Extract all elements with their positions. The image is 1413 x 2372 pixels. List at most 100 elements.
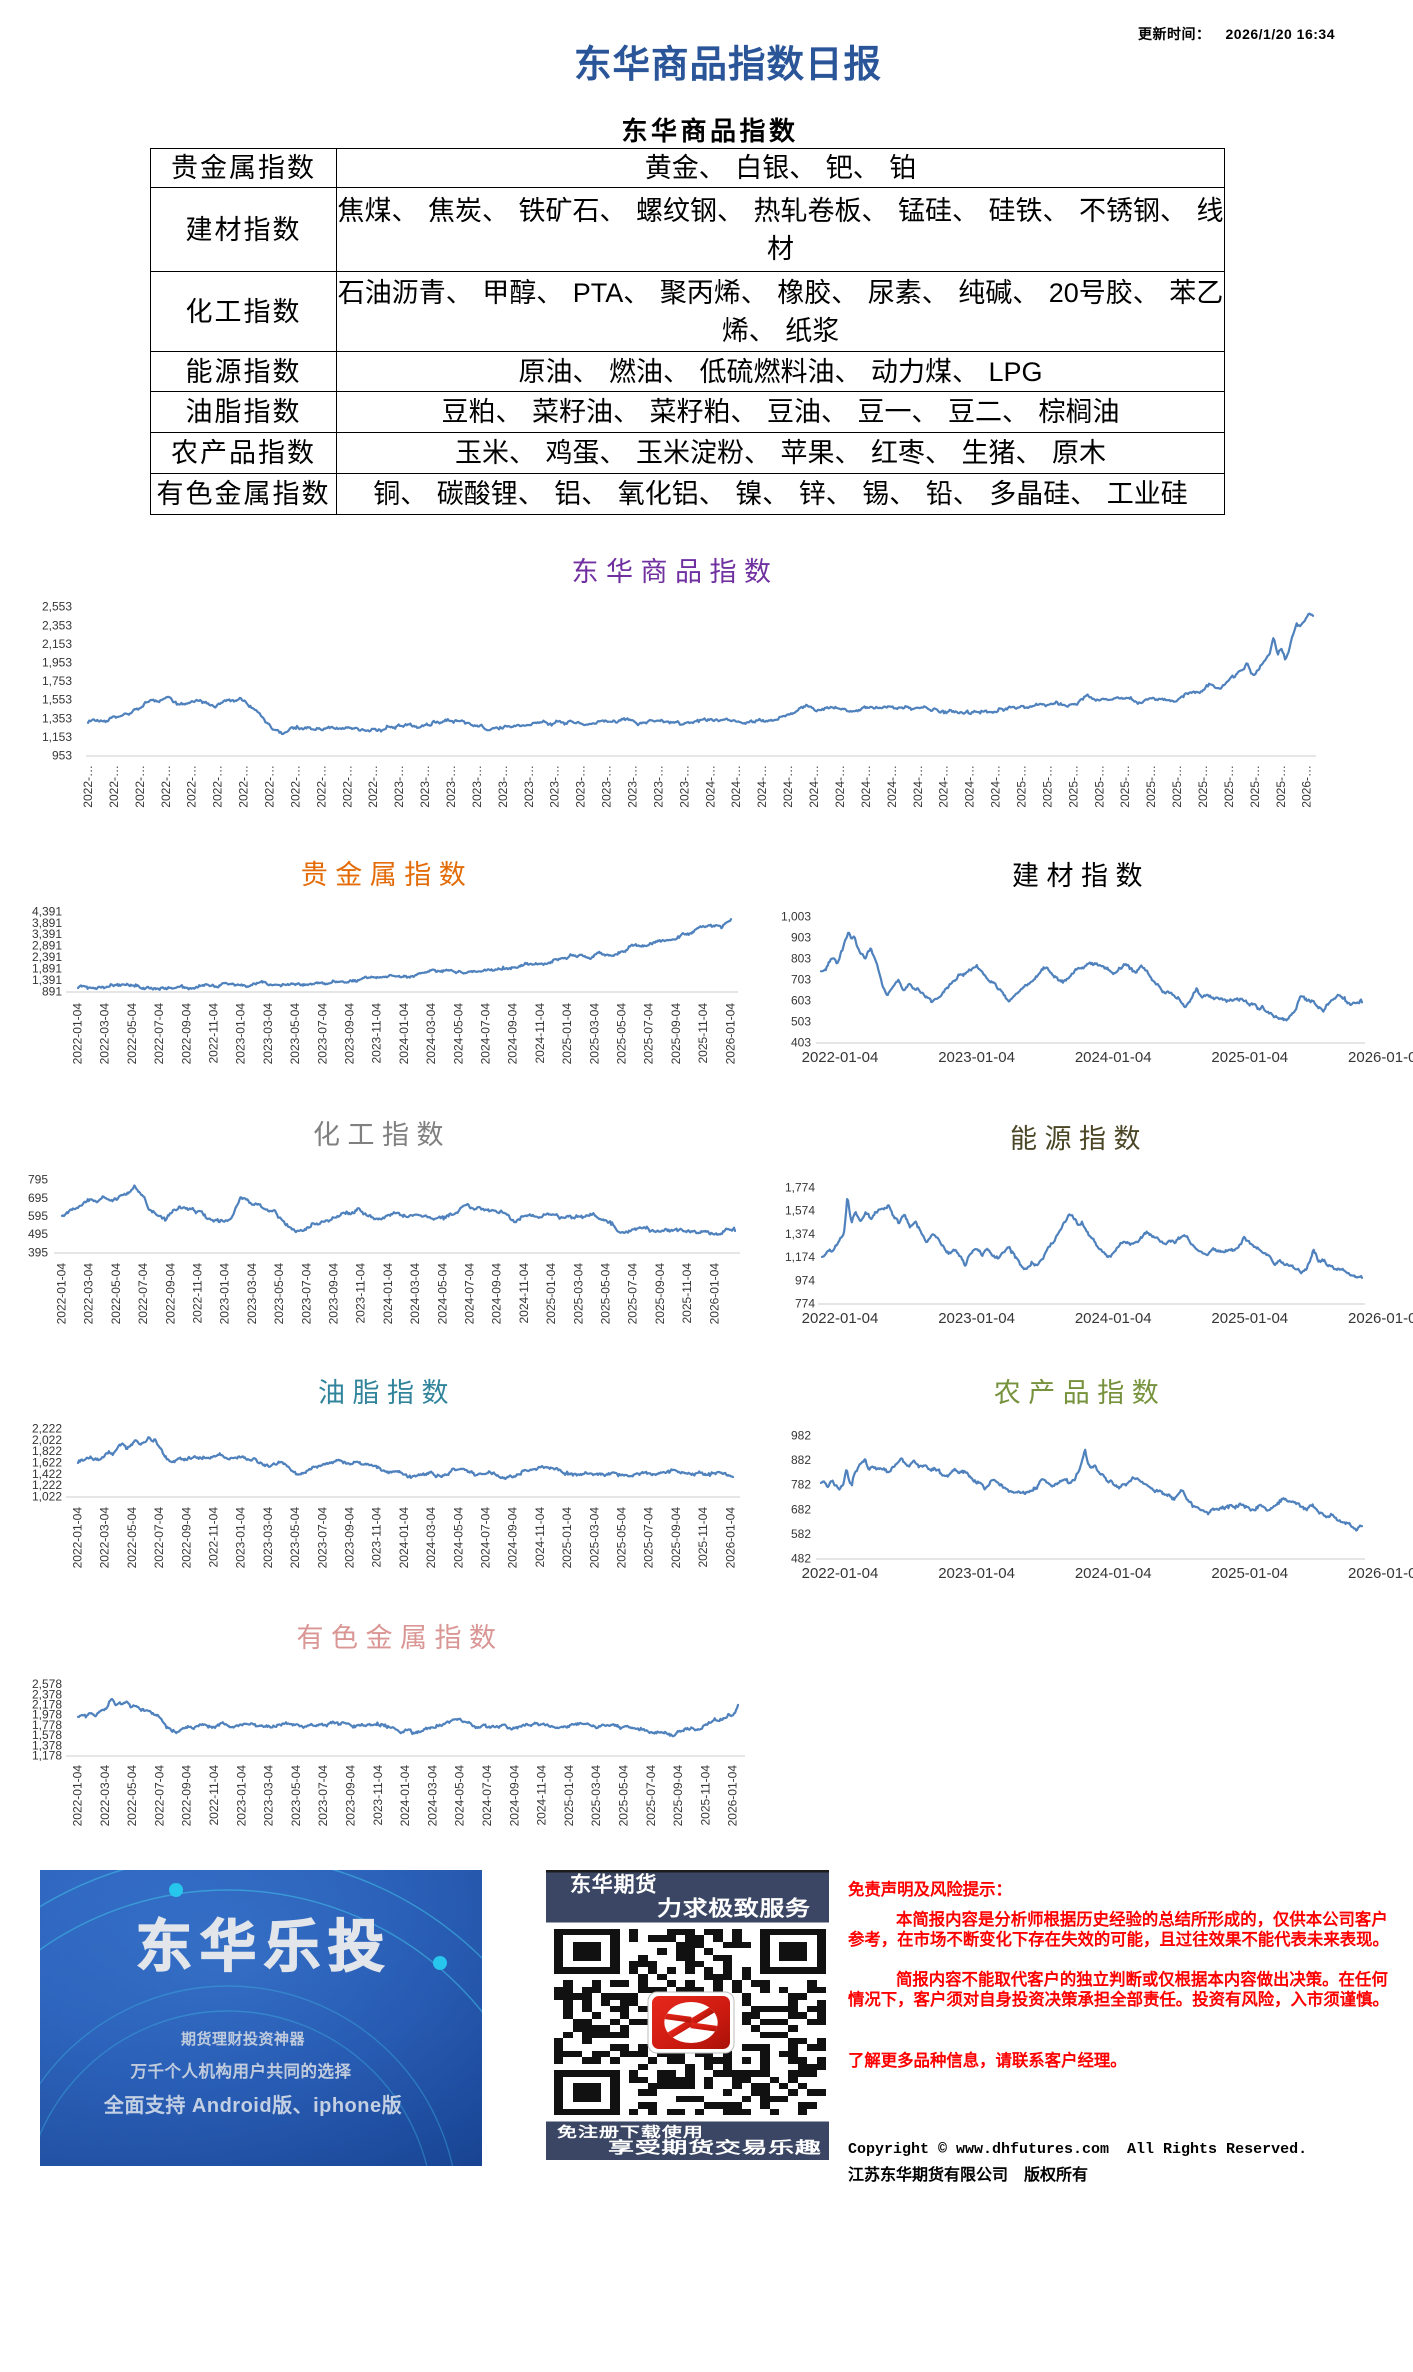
svg-text:2022-09-04: 2022-09-04 (179, 1507, 193, 1569)
svg-text:2024-01-04: 2024-01-04 (1075, 1565, 1152, 1582)
svg-text:能源指数: 能源指数 (1010, 1124, 1148, 1154)
svg-text:1,153: 1,153 (42, 730, 72, 744)
svg-text:2,378: 2,378 (32, 1687, 62, 1701)
svg-text:2024-…: 2024-… (911, 765, 925, 808)
svg-text:2,578: 2,578 (32, 1677, 62, 1691)
svg-text:2023-11-04: 2023-11-04 (354, 1263, 368, 1324)
svg-text:1,178: 1,178 (32, 1749, 62, 1763)
svg-text:2024-05-04: 2024-05-04 (451, 1507, 465, 1569)
svg-text:2025-…: 2025-… (1170, 765, 1184, 808)
svg-text:2023-03-04: 2023-03-04 (262, 1765, 276, 1827)
svg-text:2022-…: 2022-… (159, 765, 173, 808)
svg-text:2025-…: 2025-… (1040, 765, 1054, 808)
svg-text:2025-01-04: 2025-01-04 (560, 1003, 574, 1065)
svg-text:1,422: 1,422 (32, 1467, 62, 1481)
svg-text:2025-01-04: 2025-01-04 (1211, 1310, 1288, 1327)
svg-text:2023-05-04: 2023-05-04 (288, 1003, 302, 1065)
svg-text:2022-03-04: 2022-03-04 (98, 1507, 112, 1569)
svg-text:1,891: 1,891 (32, 962, 62, 976)
svg-text:2023-01-04: 2023-01-04 (234, 1003, 248, 1065)
svg-text:974: 974 (795, 1273, 815, 1287)
svg-text:2022-…: 2022-… (288, 765, 302, 808)
svg-text:982: 982 (791, 1429, 811, 1443)
svg-text:2024-09-04: 2024-09-04 (507, 1765, 521, 1827)
svg-text:享受期货交易乐趣: 享受期货交易乐趣 (608, 2138, 822, 2157)
svg-text:4,391: 4,391 (32, 904, 62, 918)
svg-text:2022-03-04: 2022-03-04 (82, 1263, 96, 1325)
svg-text:2022-01-04: 2022-01-04 (71, 1003, 85, 1065)
svg-text:2022-09-04: 2022-09-04 (163, 1263, 177, 1325)
svg-text:2023-09-04: 2023-09-04 (343, 1003, 357, 1065)
svg-text:2023-09-04: 2023-09-04 (344, 1765, 358, 1827)
svg-text:774: 774 (795, 1297, 815, 1311)
svg-text:2024-…: 2024-… (807, 765, 821, 808)
svg-text:2024-11-04: 2024-11-04 (535, 1765, 549, 1826)
svg-text:2025-07-04: 2025-07-04 (642, 1003, 656, 1065)
svg-text:2022-07-04: 2022-07-04 (152, 1003, 166, 1065)
svg-text:2025-01-04: 2025-01-04 (1211, 1049, 1288, 1066)
svg-text:2,153: 2,153 (42, 637, 72, 651)
svg-text:建材指数: 建材指数 (1012, 861, 1150, 891)
svg-text:2024-05-04: 2024-05-04 (453, 1765, 467, 1827)
svg-text:2025-11-04: 2025-11-04 (696, 1507, 710, 1568)
svg-text:882: 882 (791, 1453, 811, 1467)
svg-text:953: 953 (52, 749, 72, 763)
svg-text:1,622: 1,622 (32, 1456, 62, 1470)
svg-text:782: 782 (791, 1478, 811, 1492)
svg-text:2025-…: 2025-… (1274, 765, 1288, 808)
svg-text:891: 891 (42, 985, 62, 999)
svg-text:2022-…: 2022-… (81, 765, 95, 808)
svg-text:2024-…: 2024-… (885, 765, 899, 808)
svg-text:2023-…: 2023-… (548, 765, 562, 808)
svg-text:2025-09-04: 2025-09-04 (653, 1263, 667, 1325)
svg-text:1,003: 1,003 (781, 910, 811, 924)
svg-text:703: 703 (791, 973, 811, 987)
svg-text:2025-11-04: 2025-11-04 (698, 1765, 712, 1826)
svg-text:1,778: 1,778 (32, 1718, 62, 1732)
svg-text:2024-07-04: 2024-07-04 (480, 1765, 494, 1827)
svg-text:2024-07-04: 2024-07-04 (463, 1263, 477, 1325)
svg-text:有色金属指数: 有色金属指数 (297, 1623, 504, 1653)
svg-text:2023-03-04: 2023-03-04 (261, 1003, 275, 1065)
svg-text:2023-01-04: 2023-01-04 (234, 1765, 248, 1827)
svg-text:1,353: 1,353 (42, 711, 72, 725)
svg-text:2022-01-04: 2022-01-04 (802, 1049, 879, 1066)
svg-text:2022-…: 2022-… (211, 765, 225, 808)
svg-text:2023-09-04: 2023-09-04 (327, 1263, 341, 1325)
svg-text:2024-…: 2024-… (703, 765, 717, 808)
svg-text:403: 403 (791, 1036, 811, 1050)
svg-text:1,222: 1,222 (32, 1478, 62, 1492)
svg-text:2022-05-04: 2022-05-04 (125, 1003, 139, 1065)
svg-text:2025-01-04: 2025-01-04 (560, 1507, 574, 1569)
svg-text:2025-…: 2025-… (1144, 765, 1158, 808)
svg-text:2023-…: 2023-… (626, 765, 640, 808)
svg-text:2023-03-04: 2023-03-04 (245, 1263, 259, 1325)
svg-text:2025-…: 2025-… (1092, 765, 1106, 808)
svg-text:2023-…: 2023-… (652, 765, 666, 808)
svg-text:2023-07-04: 2023-07-04 (299, 1263, 313, 1325)
svg-text:油脂指数: 油脂指数 (318, 1378, 456, 1408)
svg-text:2026-01-04: 2026-01-04 (723, 1003, 737, 1065)
svg-text:2024-…: 2024-… (859, 765, 873, 808)
svg-text:2024-01-04: 2024-01-04 (397, 1003, 411, 1065)
svg-text:2023-11-04: 2023-11-04 (371, 1765, 385, 1826)
svg-text:万千个人机构用户共同的选择: 万千个人机构用户共同的选择 (130, 2061, 352, 2081)
svg-text:2023-05-04: 2023-05-04 (288, 1507, 302, 1569)
svg-text:2023-…: 2023-… (574, 765, 588, 808)
svg-text:2025-…: 2025-… (1015, 765, 1029, 808)
svg-text:2024-01-04: 2024-01-04 (398, 1765, 412, 1827)
svg-text:1,822: 1,822 (32, 1444, 62, 1458)
svg-text:2,022: 2,022 (32, 1433, 62, 1447)
svg-text:2024-…: 2024-… (833, 765, 847, 808)
svg-text:期货理财投资神器: 期货理财投资神器 (181, 2030, 306, 2048)
svg-text:2023-09-04: 2023-09-04 (343, 1507, 357, 1569)
svg-text:2024-09-04: 2024-09-04 (490, 1263, 504, 1325)
svg-text:2025-03-04: 2025-03-04 (571, 1263, 585, 1325)
svg-text:2,178: 2,178 (32, 1698, 62, 1712)
svg-text:2023-…: 2023-… (470, 765, 484, 808)
svg-text:2025-01-04: 2025-01-04 (1211, 1565, 1288, 1582)
svg-text:2026-01-04: 2026-01-04 (1348, 1049, 1413, 1066)
svg-text:495: 495 (28, 1227, 48, 1241)
svg-text:2024-03-04: 2024-03-04 (424, 1507, 438, 1569)
svg-text:2025-03-04: 2025-03-04 (587, 1507, 601, 1569)
